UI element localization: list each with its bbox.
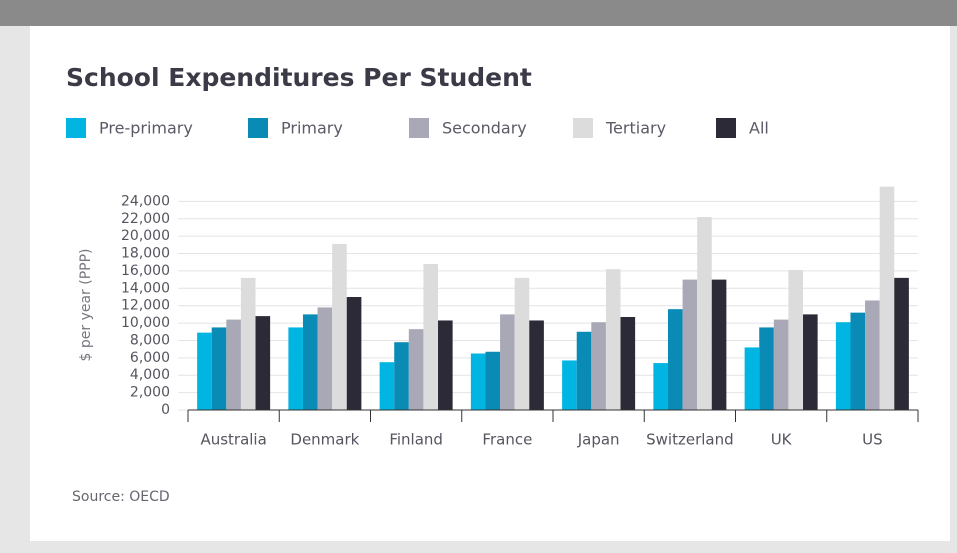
bar (332, 243, 347, 410)
legend-swatch (409, 118, 429, 138)
bar (529, 320, 544, 410)
bar (667, 309, 683, 410)
bar (744, 347, 760, 410)
legend-label: All (749, 119, 769, 138)
bar (211, 327, 227, 410)
bar (394, 342, 409, 410)
bar (346, 297, 362, 410)
chart-title: School Expenditures Per Student (66, 63, 532, 92)
bar (438, 320, 453, 410)
y-axis-label: $ per year (PPP) (78, 249, 94, 362)
y-tick-label: 6,000 (130, 350, 170, 366)
x-tick-label: Japan (577, 431, 620, 449)
bar (879, 186, 895, 410)
y-tick-label: 20,000 (121, 228, 170, 244)
bar (894, 277, 909, 410)
bar (255, 316, 271, 410)
y-tick-label: 18,000 (121, 246, 170, 262)
bar (682, 279, 698, 410)
y-tick-label: 0 (161, 402, 170, 418)
x-tick-label: Switzerland (646, 431, 734, 449)
y-tick-label: 24,000 (121, 193, 170, 209)
legend-swatch (716, 118, 736, 138)
bar (835, 322, 851, 410)
bar (773, 319, 789, 410)
x-tick-label: US (862, 431, 883, 449)
x-tick-label: Finland (389, 431, 443, 449)
legend-swatch (66, 118, 86, 138)
bar (317, 307, 333, 410)
bar (711, 279, 727, 410)
bar (576, 331, 592, 410)
x-tick-label: UK (771, 431, 793, 449)
legend-label: Primary (281, 119, 343, 138)
legend-label: Tertiary (605, 119, 666, 138)
bar (697, 217, 712, 410)
bar (514, 277, 530, 410)
bar (788, 270, 804, 410)
bar (850, 312, 866, 410)
bar (620, 316, 636, 410)
bar (485, 351, 501, 410)
bar (226, 319, 241, 410)
y-tick-label: 10,000 (121, 315, 170, 331)
x-tick-label: France (482, 431, 532, 449)
bar (240, 277, 256, 410)
y-tick-label: 16,000 (121, 263, 170, 279)
top-band (0, 0, 957, 26)
x-tick-label: Denmark (290, 431, 359, 449)
legend-swatch (248, 118, 268, 138)
bar (379, 362, 395, 410)
bar (408, 329, 424, 410)
legend-label: Secondary (442, 119, 527, 138)
y-tick-label: 4,000 (130, 367, 170, 383)
bar (653, 363, 668, 410)
y-tick-label: 22,000 (121, 211, 170, 227)
bar (423, 263, 439, 410)
y-tick-label: 8,000 (130, 332, 170, 348)
y-tick-label: 2,000 (130, 385, 170, 401)
bar (865, 300, 880, 410)
bar (605, 269, 621, 410)
bar (302, 314, 318, 410)
bar (197, 332, 212, 410)
bar (591, 322, 606, 410)
bar (500, 314, 515, 410)
y-tick-label: 12,000 (121, 298, 170, 314)
legend-swatch (573, 118, 593, 138)
legend-label: Pre-primary (99, 119, 193, 138)
x-tick-label: Australia (200, 431, 266, 449)
bar (759, 327, 774, 410)
bar (562, 360, 577, 410)
bar (288, 327, 303, 410)
source: Source: OECD (72, 489, 170, 505)
bar (470, 353, 486, 410)
bar (803, 314, 818, 410)
y-tick-label: 14,000 (121, 280, 170, 296)
